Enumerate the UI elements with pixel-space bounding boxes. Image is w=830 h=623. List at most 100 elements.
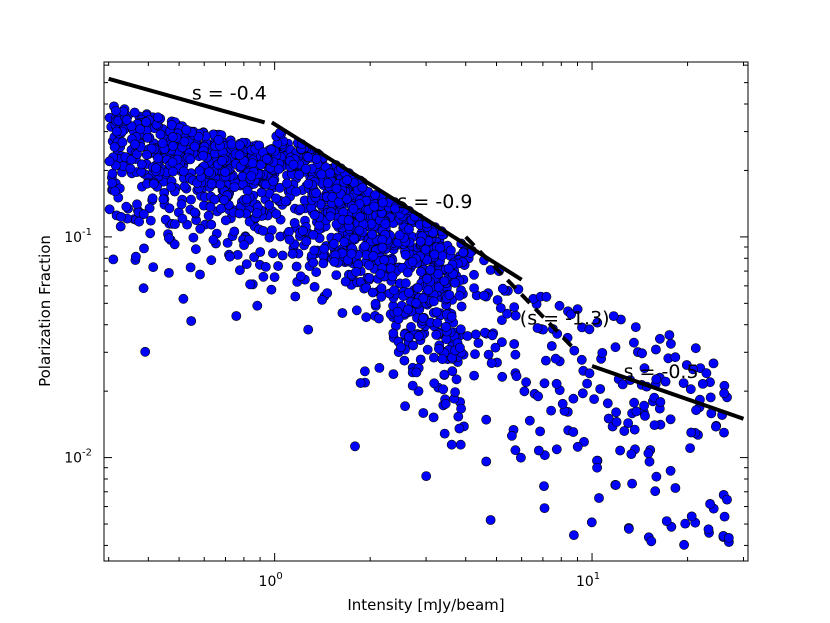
fit-line (108, 76, 266, 125)
scatter-point (288, 159, 299, 170)
scatter-point (139, 243, 149, 254)
scatter-point (138, 283, 149, 294)
scatter-point (291, 261, 302, 272)
scatter-point (502, 308, 512, 319)
scatter-point (311, 267, 322, 277)
scatter-point (402, 267, 413, 278)
scatter-point (418, 313, 429, 323)
fit-line (591, 364, 745, 421)
scatter-point (595, 384, 606, 394)
scatter-point (206, 178, 217, 189)
scatter-point (708, 358, 719, 369)
scatter-point (651, 374, 662, 385)
scatter-point (569, 345, 580, 356)
scatter-point (437, 354, 448, 364)
scatter-point (403, 287, 414, 298)
scatter-point (568, 427, 579, 437)
scatter-point (140, 346, 151, 357)
scatter-point (546, 405, 556, 416)
scatter-point (623, 418, 633, 428)
scatter-point (226, 139, 237, 149)
scatter-point (246, 171, 257, 181)
scatter-point (701, 368, 712, 379)
scatter-point (121, 201, 132, 212)
scatter-point (170, 219, 180, 229)
scatter-point (116, 211, 126, 222)
scatter-point (163, 267, 174, 278)
scatter-point (104, 204, 115, 215)
scatter-point (584, 324, 595, 335)
scatter-point (428, 412, 439, 423)
scatter-point (577, 388, 588, 399)
scatter-point (611, 407, 621, 418)
scatter-point (627, 478, 637, 489)
scatter-point (404, 224, 414, 235)
scatter-point (532, 323, 543, 333)
scatter-point (311, 187, 321, 198)
scatter-point (403, 331, 414, 342)
scatter-point (271, 209, 282, 219)
scatter-point (115, 221, 126, 232)
scatter-point (370, 190, 381, 200)
scatter-point (711, 421, 721, 432)
scatter-point (325, 211, 336, 222)
scatter-point (185, 154, 196, 165)
scatter-point (145, 215, 156, 226)
scatter-point (611, 416, 622, 427)
scatter-point (568, 393, 579, 404)
scatter-point (290, 291, 301, 302)
scatter-point (166, 120, 177, 130)
scatter-point (144, 203, 155, 214)
scatter-point (130, 251, 141, 262)
scatter-point (470, 329, 481, 340)
scatter-point (481, 456, 492, 467)
scatter-point (421, 471, 432, 481)
scatter-point (433, 343, 444, 354)
scatter-point (251, 208, 262, 218)
scatter-point (177, 213, 188, 224)
scatter-point (266, 284, 277, 295)
scatter-point (141, 117, 151, 127)
scatter-point (719, 388, 729, 399)
scatter-point (670, 483, 681, 493)
scatter-point (664, 330, 675, 340)
scatter-point (446, 439, 457, 450)
scatter-point (169, 239, 180, 250)
scatter-point (377, 197, 388, 208)
scatter-point (303, 324, 314, 335)
scatter-point (626, 449, 637, 459)
ticks-layer: 100 101 10-2 10-1 (64, 62, 748, 590)
scatter-point (322, 178, 333, 188)
scatter-point (655, 397, 666, 407)
scatter-point (189, 207, 200, 218)
scatter-point (594, 493, 604, 503)
scatter-point (385, 263, 396, 274)
scatter-point (132, 199, 142, 210)
scatter-point (308, 257, 319, 268)
scatter-point (455, 324, 466, 335)
scatter-point (370, 298, 381, 309)
scatter-point (450, 277, 460, 288)
scatter-point (539, 503, 550, 513)
scatter-point (473, 338, 484, 348)
scatter-point (339, 237, 350, 247)
scatter-point (597, 347, 608, 358)
scatter-point (247, 158, 258, 169)
scatter-point (440, 321, 451, 332)
scatter-point (569, 530, 579, 540)
scatter-point (624, 523, 634, 534)
scatter-point (319, 243, 330, 254)
scatter-point (309, 281, 320, 292)
scatter-point (245, 279, 255, 290)
scatter-point (179, 181, 190, 192)
scatter-point (109, 141, 120, 152)
scatter-point (433, 282, 444, 293)
scatter-point (308, 229, 319, 240)
scatter-point (157, 138, 168, 149)
scatter-point (400, 249, 411, 260)
scatter-point (434, 242, 445, 253)
scatter-point (705, 392, 716, 403)
scatter-point (691, 405, 701, 416)
slope-annotation: s = -0.5 (624, 361, 699, 383)
scatter-point (325, 168, 335, 179)
